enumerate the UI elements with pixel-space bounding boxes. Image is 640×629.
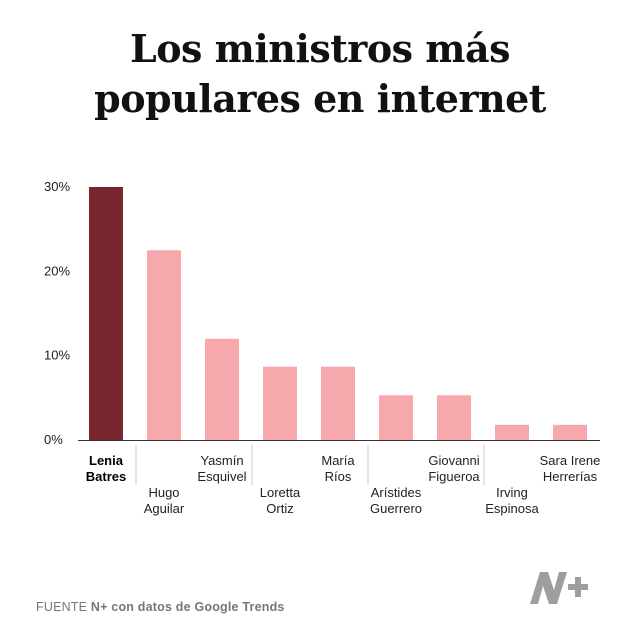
nplus-logo-icon [530, 572, 588, 604]
bar [495, 424, 529, 440]
category-label: Irving Espinosa [485, 485, 539, 516]
chart-title-line-2: populares en internet [94, 76, 546, 121]
bar-chart: 0% 10% 20% 30% Lenia Batres Hugo Aguilar Yasmín E… [44, 179, 601, 516]
bar [321, 366, 355, 440]
y-tick-label: 10% [44, 348, 70, 363]
category-label: Loretta Ortiz [260, 485, 301, 516]
logo-plus-vertical [575, 577, 581, 597]
category-label: Lenia Batres [86, 453, 126, 484]
y-tick-label: 20% [44, 263, 70, 278]
y-tick-label: 0% [44, 432, 63, 447]
bar [147, 250, 181, 440]
bar [263, 366, 297, 440]
chart-title-line-1: Los ministros más [129, 26, 511, 71]
category-label: Giovanni Figueroa [428, 453, 480, 484]
source-prefix: FUENTE [36, 600, 88, 614]
chart-title: Los ministros más populares en internet [0, 24, 640, 124]
y-tick-label: 30% [44, 179, 70, 194]
logo-n-shape [530, 572, 567, 604]
bar [89, 187, 123, 440]
category-label: Yasmín Esquivel [197, 453, 246, 484]
bar [437, 395, 471, 440]
bar [553, 424, 587, 440]
source-text: N+ con datos de Google Trends [90, 600, 285, 614]
bar [205, 338, 239, 440]
category-label: María Ríos [321, 453, 355, 484]
category-label: Hugo Aguilar [144, 485, 185, 516]
category-label: Arístides Guerrero [370, 485, 422, 516]
category-label: Sara Irene Herrerías [540, 453, 601, 484]
source-note: FUENTE N+ con datos de Google Trends [36, 600, 285, 614]
bar [379, 395, 413, 440]
